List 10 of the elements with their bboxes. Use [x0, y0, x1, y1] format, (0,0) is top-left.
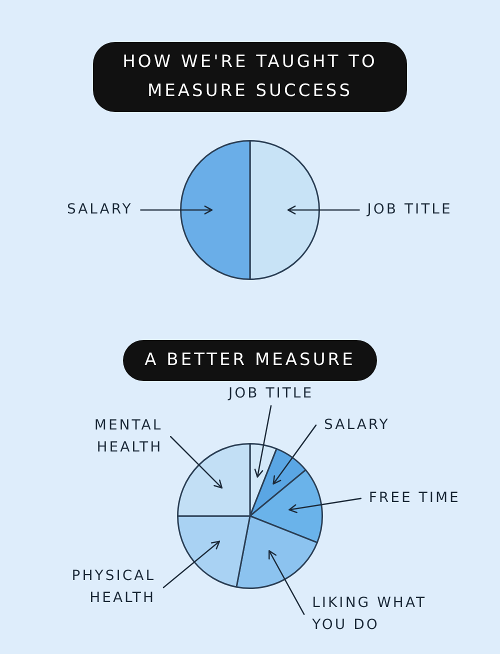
slice-label: SALARY — [324, 416, 390, 433]
slice-label: SALARY — [66, 202, 133, 218]
slice-label: JOB TITLE — [366, 202, 452, 218]
slice-label: PHYSICAL HEALTH — [72, 568, 156, 606]
slice-label: LIKING WHAT YOU DO — [311, 595, 426, 634]
slice-label: JOB TITLE — [227, 385, 314, 402]
chart-title: A BETTER MEASURE — [122, 340, 378, 381]
slice-label: FREE TIME — [368, 490, 460, 506]
chart-title: HOW WE'RE TAUGHT TO MEASURE SUCCESS — [93, 42, 407, 112]
slice-label: MENTAL HEALTH — [94, 417, 163, 456]
